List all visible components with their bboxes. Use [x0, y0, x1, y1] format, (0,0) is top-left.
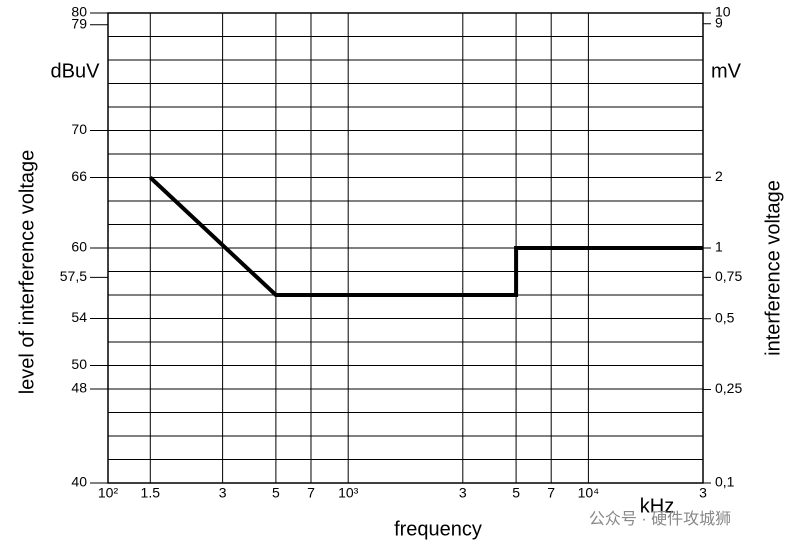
y2-tick-label: 0,1: [715, 474, 735, 490]
y2-tick-label: 0,25: [715, 380, 742, 396]
y-tick-label: 57,5: [60, 268, 87, 284]
x-tick-label: 3: [219, 485, 227, 501]
y-tick-label: 54: [71, 309, 87, 325]
y-tick-label: 40: [71, 474, 87, 490]
y-tick-label: 48: [71, 380, 87, 396]
y-unit: dBuV: [51, 60, 101, 82]
y-tick-label: 79: [71, 15, 87, 31]
y2-axis-title: interference voltage: [762, 180, 784, 356]
y-tick-label: 50: [71, 356, 87, 372]
y2-tick-label: 9: [715, 14, 723, 30]
y2-tick-label: 10: [715, 4, 731, 20]
y2-tick-label: 0,5: [715, 309, 735, 325]
x-tick-label: 3: [699, 485, 707, 501]
data-line: [148, 176, 703, 297]
y2-tick-label: 2: [715, 168, 723, 184]
y-tick-label: 66: [71, 168, 87, 184]
y-tick-label: 70: [71, 121, 87, 137]
y2-unit: mV: [711, 60, 742, 82]
x-tick-label: 7: [547, 485, 555, 501]
y-axis-title: level of interference voltage: [16, 150, 38, 395]
x-tick-label: 10⁴: [578, 485, 600, 501]
x-tick-label: 5: [272, 485, 280, 501]
x-tick-label: 10³: [338, 485, 359, 501]
x-tick-label: 3: [459, 485, 467, 501]
watermark: 公众号 · 硬件攻城狮: [589, 510, 731, 528]
x-tick-label: 5: [512, 485, 520, 501]
y-tick-label: 80: [71, 4, 87, 20]
x-tick-label: 10²: [98, 485, 119, 501]
y2-tick-label: 1: [715, 239, 723, 255]
y2-tick-label: 0,75: [715, 268, 742, 284]
y-tick-label: 60: [71, 239, 87, 255]
x-unit: kHz: [640, 495, 674, 517]
x-axis-title: frequency: [394, 518, 482, 540]
x-tick-label: 7: [307, 485, 315, 501]
x-tick-label: 1.5: [141, 485, 161, 501]
